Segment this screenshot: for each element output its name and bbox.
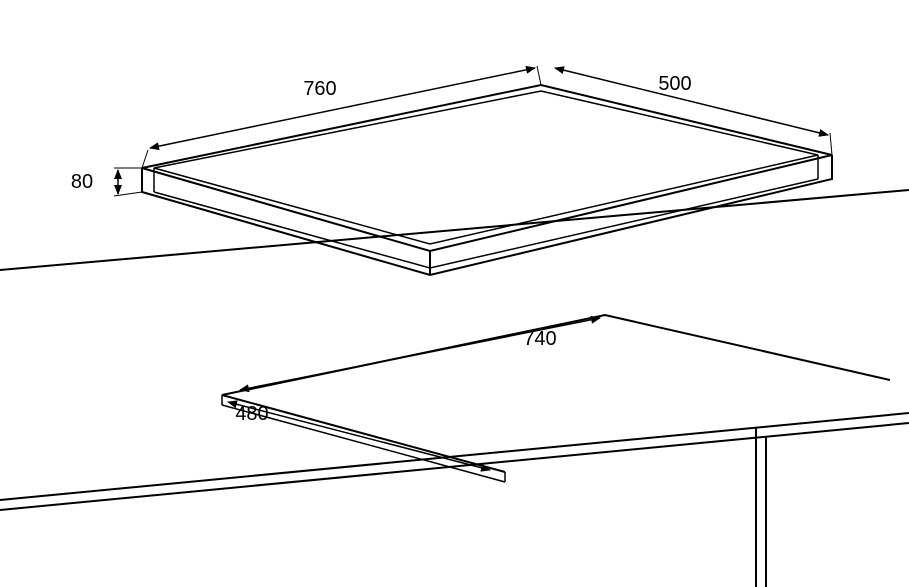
countertop-front-top-edge (0, 413, 909, 500)
dim-label-500: 500 (658, 73, 691, 95)
dim-label-80: 80 (71, 171, 93, 193)
dim-label-480: 480 (235, 403, 268, 425)
cooktop-top-bevel (154, 91, 818, 244)
cooktop-bottom-left-edge (142, 155, 832, 275)
technical-diagram: 760 500 80 740 480 (0, 0, 909, 587)
dim-label-760: 760 (303, 78, 336, 100)
countertop-front-bottom-edge (0, 423, 909, 510)
dim-label-740: 740 (523, 328, 556, 350)
dim-line-760 (150, 68, 535, 148)
countertop-back-edge (0, 190, 909, 270)
